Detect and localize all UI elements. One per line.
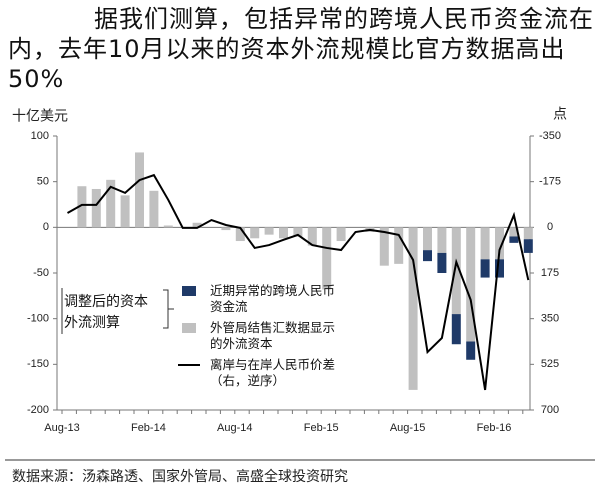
y-tick-label: 0 bbox=[43, 221, 49, 233]
bar bbox=[451, 314, 461, 345]
bar bbox=[293, 227, 303, 237]
x-tick-label: Feb-16 bbox=[477, 422, 512, 434]
bar bbox=[423, 250, 432, 262]
bar bbox=[221, 227, 231, 231]
x-tick-label: Aug-15 bbox=[390, 422, 425, 434]
legend-swatch bbox=[182, 286, 196, 296]
bar bbox=[264, 227, 274, 235]
y2-axis-label: 点 bbox=[553, 106, 567, 122]
y2-tick-label: 0 bbox=[547, 221, 553, 233]
bar bbox=[149, 190, 159, 228]
bar bbox=[336, 227, 346, 242]
bar bbox=[480, 259, 490, 278]
y-axis-label: 十亿美元 bbox=[12, 108, 68, 124]
bar bbox=[91, 188, 101, 228]
line bbox=[67, 173, 530, 391]
bar bbox=[106, 179, 116, 228]
bar bbox=[509, 227, 519, 237]
legend-label: 离岸与在岸人民币价差（右，逆序） bbox=[210, 357, 336, 388]
y-tick-label: 100 bbox=[31, 130, 49, 142]
bar bbox=[279, 227, 288, 239]
y2-tick-label: 350 bbox=[541, 313, 559, 325]
bar bbox=[135, 152, 144, 228]
bar bbox=[192, 222, 202, 228]
source: 数据来源：汤森路透、国家外管局、高盛全球投资研究 bbox=[12, 468, 348, 485]
bar bbox=[163, 225, 173, 228]
bar bbox=[423, 227, 432, 251]
bar bbox=[394, 227, 404, 264]
bar bbox=[437, 252, 447, 273]
bar bbox=[120, 195, 130, 228]
bar bbox=[495, 227, 504, 260]
bar bbox=[379, 227, 389, 266]
bar bbox=[235, 227, 245, 242]
y-tick-label: -150 bbox=[27, 358, 49, 370]
y-tick-label: -200 bbox=[27, 404, 49, 416]
bar bbox=[307, 227, 317, 246]
legend-swatch bbox=[182, 323, 196, 333]
bar bbox=[451, 227, 461, 315]
chart-title: 据我们测算，包括异常的跨境人民币资金流在内，去年10月以来的资本外流规模比官方数… bbox=[8, 5, 594, 93]
legend-label: 近期异常的跨境人民币资金流 bbox=[210, 283, 336, 314]
annotation: 调整后的资本外流测算 bbox=[64, 292, 159, 334]
bar bbox=[480, 227, 490, 260]
bar bbox=[466, 227, 476, 342]
y2-tick-label: 700 bbox=[541, 404, 559, 416]
y2-tick-label: -175 bbox=[539, 176, 561, 188]
bar bbox=[250, 227, 260, 239]
x-tick-label: Feb-15 bbox=[304, 422, 339, 434]
x-tick-label: Aug-14 bbox=[217, 422, 252, 434]
y2-tick-label: 525 bbox=[541, 358, 559, 370]
x-tick-label: Feb-14 bbox=[131, 422, 166, 434]
bar bbox=[77, 186, 87, 228]
bar bbox=[408, 227, 418, 390]
bracket bbox=[163, 289, 174, 329]
y2-tick-label: -350 bbox=[539, 130, 561, 142]
bar bbox=[322, 227, 332, 290]
bar bbox=[523, 239, 533, 253]
bar bbox=[466, 341, 476, 360]
bar bbox=[495, 259, 504, 278]
bar bbox=[437, 227, 447, 253]
y-tick-label: -100 bbox=[27, 313, 49, 325]
bar bbox=[509, 236, 519, 243]
y2-tick-label: 175 bbox=[541, 267, 559, 279]
y-tick-label: -50 bbox=[33, 267, 49, 279]
x-tick-label: Aug-13 bbox=[44, 422, 79, 434]
bar bbox=[523, 227, 533, 240]
y-tick-label: 50 bbox=[37, 176, 49, 188]
legend-label: 外管局结售汇数据显示的外流资本 bbox=[210, 320, 336, 351]
